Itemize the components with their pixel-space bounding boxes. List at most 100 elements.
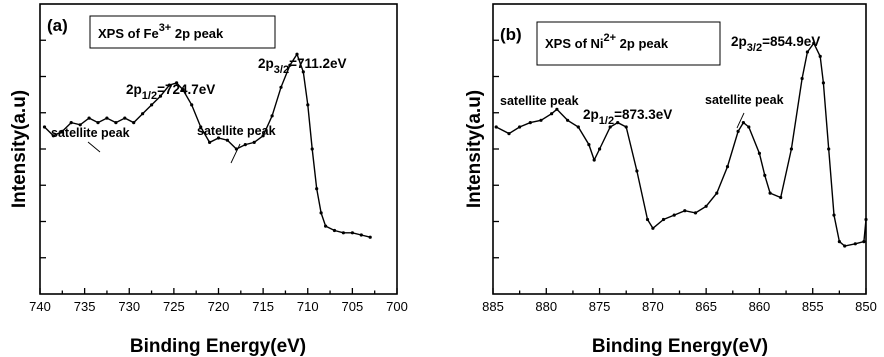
data-point xyxy=(310,147,314,151)
panel-a-legend-text: XPS of Fe3+ 2p peak xyxy=(98,22,224,41)
data-point xyxy=(539,118,543,122)
panel-b-x-ticks: 885 880 875 870 865 860 855 850 xyxy=(482,288,877,314)
panel-a-satellite-arrow-1 xyxy=(87,141,101,153)
data-point xyxy=(114,121,118,125)
panel-b-ni-xps: 885 880 875 870 865 860 855 850 (b) XPS of Ni2+… xyxy=(464,3,877,357)
data-point xyxy=(190,103,194,107)
data-point xyxy=(319,211,323,215)
data-point xyxy=(507,132,511,136)
panel-b-x-axis-label: Binding Energy(eV) xyxy=(592,336,768,357)
data-point xyxy=(132,121,136,125)
data-point xyxy=(301,70,305,74)
x-tick-label: 870 xyxy=(642,299,664,314)
panel-a-y-ticks xyxy=(40,39,46,259)
data-point xyxy=(862,240,866,244)
data-point xyxy=(672,213,676,217)
x-tick-label: 860 xyxy=(749,299,771,314)
data-point xyxy=(789,147,794,151)
panel-b-legend-text: XPS of Ni2+ 2p peak xyxy=(545,32,669,51)
data-point xyxy=(763,173,767,177)
data-point xyxy=(105,116,109,120)
data-point xyxy=(725,165,730,169)
panel-a-x-ticks: 740 735 730 725 720 715 710 705 700 xyxy=(29,288,408,314)
panel-b-satellite-arrow-2 xyxy=(736,112,745,129)
x-tick-label: 885 xyxy=(482,299,504,314)
data-point xyxy=(645,217,650,222)
x-tick-label: 855 xyxy=(802,299,824,314)
data-point xyxy=(175,81,179,85)
x-tick-label: 875 xyxy=(589,299,611,314)
data-point xyxy=(827,147,831,151)
x-tick-label: 735 xyxy=(74,299,96,314)
panel-a-satellite-arrow-2 xyxy=(230,143,241,164)
data-point xyxy=(768,191,772,195)
data-point xyxy=(252,140,256,144)
panel-a-satellite-label-1: satellite peak xyxy=(51,126,130,140)
data-point xyxy=(295,52,299,56)
data-point xyxy=(616,121,620,125)
panel-a-peak-label-2p32: 2p3/2=711.2eV xyxy=(258,56,347,76)
x-tick-label: 850 xyxy=(855,299,877,314)
data-point xyxy=(592,158,596,162)
data-point xyxy=(167,83,171,87)
panel-a-peak-label-2p12: 2p1/2=724.7eV xyxy=(126,82,215,102)
data-point xyxy=(843,244,847,248)
data-point xyxy=(747,125,751,129)
data-point xyxy=(832,213,836,217)
data-point xyxy=(243,143,247,147)
x-tick-label: 700 xyxy=(386,299,408,314)
data-point xyxy=(270,114,274,118)
data-point xyxy=(651,226,655,230)
data-point xyxy=(779,195,783,200)
x-tick-label: 880 xyxy=(535,299,557,314)
data-point xyxy=(704,204,708,208)
data-point xyxy=(805,50,810,54)
data-point xyxy=(661,217,666,222)
data-point xyxy=(261,134,265,138)
panel-a-label: (a) xyxy=(47,16,68,35)
panel-b-peak-label-2p32: 2p3/2=854.9eV xyxy=(731,34,820,54)
panel-a-fe-xps: 740 735 730 725 720 715 710 705 700 (a) XPS of F… xyxy=(9,3,408,357)
data-point xyxy=(216,136,221,140)
data-point xyxy=(821,81,826,85)
data-point xyxy=(96,121,100,125)
data-point xyxy=(332,228,337,233)
data-point xyxy=(306,103,310,107)
data-point xyxy=(324,224,328,228)
data-point xyxy=(141,112,145,116)
panel-a-series xyxy=(42,52,372,239)
data-point xyxy=(550,112,554,116)
data-point xyxy=(598,147,602,151)
series-line xyxy=(495,41,867,247)
data-point xyxy=(181,87,185,92)
x-tick-label: 730 xyxy=(118,299,140,314)
data-point xyxy=(555,107,559,111)
x-tick-label: 725 xyxy=(163,299,185,314)
data-point xyxy=(853,242,857,246)
data-point xyxy=(736,129,740,133)
data-point xyxy=(350,231,354,235)
panel-a-x-axis-label: Binding Energy(eV) xyxy=(130,336,306,357)
data-point xyxy=(715,191,719,195)
data-point xyxy=(42,125,47,129)
x-tick-label: 740 xyxy=(29,299,51,314)
data-point xyxy=(315,187,319,191)
x-tick-label: 865 xyxy=(695,299,717,314)
data-point xyxy=(624,125,628,129)
panel-b-label: (b) xyxy=(500,25,522,44)
data-point xyxy=(837,240,842,244)
data-point xyxy=(864,217,868,222)
data-point xyxy=(341,231,345,235)
data-point xyxy=(150,103,154,107)
panel-b-peak-label-2p12: 2p1/2=873.3eV xyxy=(583,107,672,127)
data-point xyxy=(635,169,639,173)
x-tick-label: 705 xyxy=(342,299,364,314)
data-point xyxy=(528,121,532,125)
data-point xyxy=(812,41,816,45)
data-point xyxy=(123,116,127,120)
data-point xyxy=(518,125,522,129)
data-point xyxy=(818,54,822,59)
data-point xyxy=(51,134,56,138)
panel-a-y-axis-label: Intensity(a.u) xyxy=(9,90,30,208)
data-point xyxy=(225,138,229,142)
